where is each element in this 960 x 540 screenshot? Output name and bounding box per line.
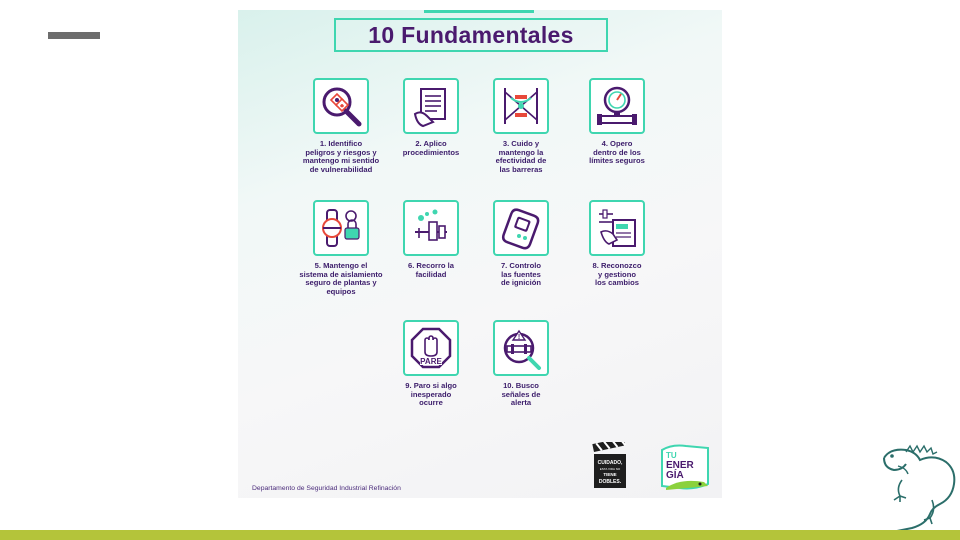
fundamental-item-7: 7. Controlo las fuentes de ignición	[466, 200, 576, 288]
item-3-label: 3. Cuido y mantengo la efectividad de las b…	[495, 139, 547, 174]
item-9-label: 9. Paro si algo inesperado ocurre	[405, 381, 457, 408]
svg-text:ENER: ENER	[666, 460, 695, 471]
fundamental-item-4: 4. Opero dentro de los límites seguros	[562, 78, 672, 166]
iguana-logo	[883, 444, 956, 533]
svg-text:!: !	[518, 334, 520, 341]
fundamental-item-8: 8. Reconozco y gestiono los cambios	[562, 200, 672, 288]
item-2-label: 2. Aplico procedimientos	[402, 139, 460, 157]
pressure-gauge-icon	[589, 78, 645, 134]
svg-text:TU: TU	[666, 451, 677, 460]
fundamental-item-9: PARE 9. Paro si algo inesperado ocurre	[376, 320, 486, 408]
facility-walk-icon	[403, 200, 459, 256]
pipe-alert-icon: !	[493, 320, 549, 376]
slide-accent-bar	[48, 32, 100, 39]
fundamental-item-1: 1. Identifico peligros y riesgos y manteng…	[286, 78, 396, 174]
stop-sign-text: PARE	[420, 357, 442, 366]
item-5-label: 5. Mantengo el sistema de aislamiento segu…	[299, 261, 383, 296]
svg-text:ESTA VIDA NO: ESTA VIDA NO	[600, 467, 621, 471]
item-8-label: 8. Reconozco y gestiono los cambios	[592, 261, 642, 288]
item-1-label: 1. Identifico peligros y riesgos y manteng…	[302, 139, 380, 174]
item-6-label: 6. Recorro la facilidad	[407, 261, 454, 279]
clapperboard-logo: CUIDADO, ESTA VIDA NO TIENE DOBLES.	[592, 442, 627, 488]
poster-top-accent	[424, 10, 534, 13]
department-footer: Departamento de Seguridad Industrial Ref…	[252, 485, 401, 492]
svg-text:CUIDADO,: CUIDADO,	[598, 460, 623, 466]
item-7-label: 7. Controlo las fuentes de ignición	[500, 261, 542, 288]
svg-text:TIENE: TIENE	[603, 472, 616, 477]
fundamental-item-6: 6. Recorro la facilidad	[376, 200, 486, 279]
svg-text:DOBLES.: DOBLES.	[599, 479, 622, 485]
item-10-label: 10. Busco señales de alerta	[501, 381, 541, 408]
svg-text:GÍA: GÍA	[666, 468, 684, 481]
tu-energia-logo: TU ENER GÍA	[661, 444, 709, 490]
poster-title: 10 Fundamentales	[368, 21, 574, 48]
barrier-icon	[493, 78, 549, 134]
fundamental-item-3: 3. Cuido y mantengo la efectividad de las b…	[466, 78, 576, 174]
fundamental-item-5: 5. Mantengo el sistema de aislamiento segu…	[286, 200, 396, 296]
magnifier-hazard-icon	[313, 78, 369, 134]
poster-title-box: 10 Fundamentales	[334, 18, 608, 52]
fundamental-item-2: 2. Aplico procedimientos	[376, 78, 486, 157]
moc-document-icon	[589, 200, 645, 256]
valve-lock-icon	[313, 200, 369, 256]
bottom-accent-band	[0, 530, 960, 540]
stop-hand-icon: PARE	[403, 320, 459, 376]
gas-detector-icon	[493, 200, 549, 256]
procedure-document-icon	[403, 78, 459, 134]
fundamentals-poster: 10 Fundamentales 1. Identifico peligros y…	[238, 10, 722, 498]
fundamental-item-10: ! 10. Busco señales de alerta	[466, 320, 576, 408]
item-4-label: 4. Opero dentro de los límites seguros	[589, 139, 645, 166]
